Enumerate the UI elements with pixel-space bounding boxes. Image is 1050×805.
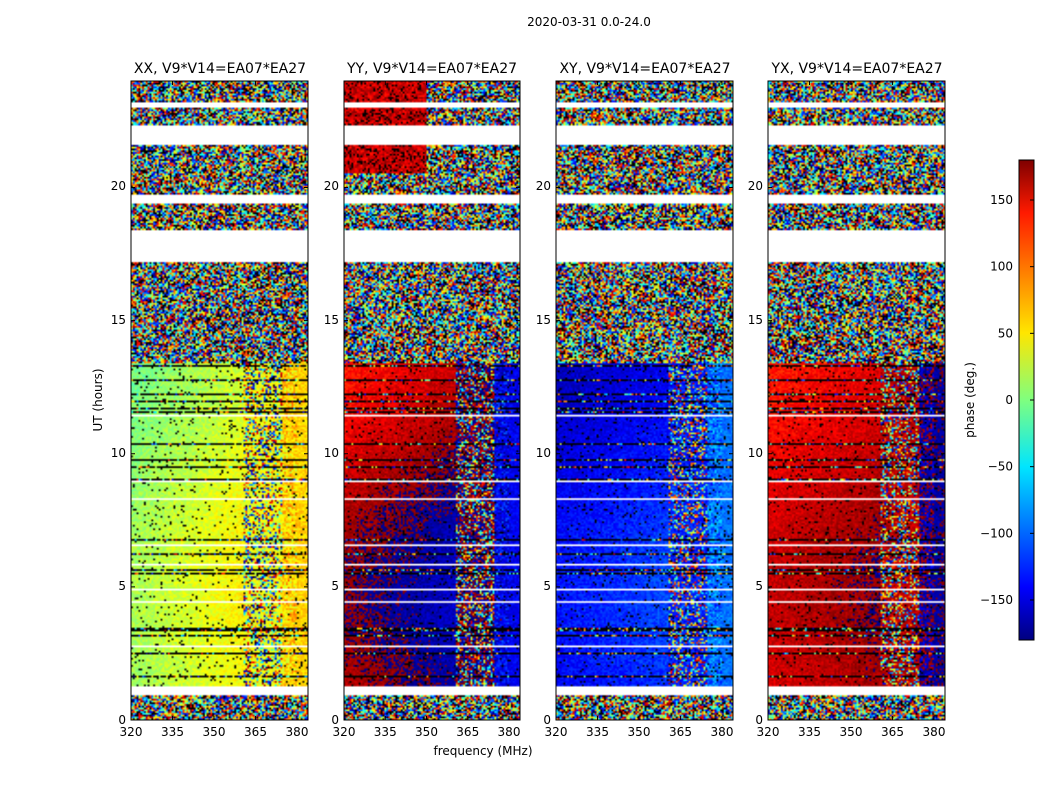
tick-marks (767, 81, 945, 721)
y-tick-label: 20 (111, 179, 126, 193)
colorbar-tick-label: 0 (1005, 393, 1013, 407)
x-tick-label: 380 (286, 725, 309, 739)
y-tick-label: 20 (536, 179, 551, 193)
panel-xx-frame (130, 80, 309, 721)
x-tick-label: 320 (333, 725, 356, 739)
x-tick-label: 365 (669, 725, 692, 739)
x-tick-label: 365 (881, 725, 904, 739)
panel-yx-y-ticks: 0 5 10 15 20 (748, 179, 763, 727)
tick-marks (343, 81, 520, 721)
x-tick-label: 350 (415, 725, 438, 739)
tick-marks (130, 81, 308, 721)
panel-xx: XX, V9*V14=EA07*EA27 320 335 350 365 380… (111, 61, 309, 739)
panel-title-xx: XX, V9*V14=EA07*EA27 (134, 61, 306, 77)
panel-yy: YY, V9*V14=EA07*EA27 320 335 350 365 380… (324, 61, 521, 739)
panel-xy-frame (555, 80, 734, 721)
panel-xy: XY, V9*V14=EA07*EA27 320 335 350 365 380… (536, 61, 734, 739)
waterfall-image (556, 81, 733, 720)
y-tick-label: 5 (543, 579, 551, 593)
y-tick-label: 5 (118, 579, 126, 593)
waterfall-image (768, 81, 945, 720)
colorbar-label: phase (deg.) (963, 362, 977, 438)
panel-yy-x-ticks: 320 335 350 365 380 (333, 725, 521, 739)
y-tick-label: 5 (755, 579, 763, 593)
panel-title-yy: YY, V9*V14=EA07*EA27 (346, 61, 517, 77)
tick-marks (555, 81, 733, 721)
colorbar-tick-label: 50 (998, 326, 1013, 340)
colorbar-tick-label: 100 (990, 260, 1013, 274)
colorbar-ticks: 150 100 50 0 −50 −100 −150 (980, 193, 1034, 607)
waterfall-image (131, 81, 308, 720)
y-tick-label: 15 (324, 313, 339, 327)
y-tick-label: 0 (543, 713, 551, 727)
y-tick-label: 15 (536, 313, 551, 327)
panel-yx-x-ticks: 320 335 350 365 380 (757, 725, 946, 739)
panel-yy-y-ticks: 0 5 10 15 20 (324, 179, 339, 727)
y-axis-title: UT (hours) (91, 368, 105, 431)
panel-title-xy: XY, V9*V14=EA07*EA27 (559, 61, 730, 77)
panel-xy-y-ticks: 0 5 10 15 20 (536, 179, 551, 727)
panel-yx-frame (767, 80, 946, 721)
colorbar-tick-label: 150 (990, 193, 1013, 207)
x-tick-label: 380 (711, 725, 734, 739)
x-tick-label: 335 (798, 725, 821, 739)
colorbar-tick-label: −50 (988, 460, 1013, 474)
x-tick-label: 365 (456, 725, 479, 739)
panel-yy-frame (343, 80, 521, 721)
panel-yx-heatmap (768, 81, 945, 720)
waterfall-image (344, 81, 520, 720)
y-tick-label: 20 (324, 179, 339, 193)
panel-xy-heatmap (556, 81, 733, 720)
y-tick-label: 20 (748, 179, 763, 193)
panel-yy-heatmap (344, 81, 520, 720)
x-tick-label: 380 (498, 725, 521, 739)
y-tick-label: 5 (331, 579, 339, 593)
y-tick-label: 10 (748, 446, 763, 460)
x-tick-label: 335 (586, 725, 609, 739)
x-axis-title: frequency (MHz) (433, 744, 532, 758)
panel-xx-heatmap (131, 81, 308, 720)
x-tick-label: 350 (628, 725, 651, 739)
x-tick-label: 320 (120, 725, 143, 739)
y-tick-label: 10 (111, 446, 126, 460)
x-tick-label: 320 (545, 725, 568, 739)
y-tick-label: 15 (111, 313, 126, 327)
panel-xx-x-ticks: 320 335 350 365 380 (120, 725, 309, 739)
y-tick-label: 0 (331, 713, 339, 727)
x-tick-label: 380 (923, 725, 946, 739)
colorbar-tick-label: −150 (980, 593, 1013, 607)
panel-xy-x-ticks: 320 335 350 365 380 (545, 725, 734, 739)
x-tick-label: 350 (203, 725, 226, 739)
y-tick-label: 10 (536, 446, 551, 460)
x-tick-label: 335 (374, 725, 397, 739)
panel-yx: YX, V9*V14=EA07*EA27 320 335 350 365 380… (748, 61, 946, 739)
x-tick-label: 320 (757, 725, 780, 739)
y-tick-label: 0 (118, 713, 126, 727)
x-tick-label: 335 (161, 725, 184, 739)
colorbar: 150 100 50 0 −50 −100 −150 phase (deg.) (963, 159, 1035, 641)
x-tick-label: 350 (840, 725, 863, 739)
colorbar-tick-label: −100 (980, 526, 1013, 540)
y-tick-label: 15 (748, 313, 763, 327)
x-tick-label: 365 (244, 725, 267, 739)
y-tick-label: 10 (324, 446, 339, 460)
y-tick-label: 0 (755, 713, 763, 727)
panel-title-yx: YX, V9*V14=EA07*EA27 (770, 61, 942, 77)
panel-xx-y-ticks: 0 5 10 15 20 (111, 179, 126, 727)
figure-suptitle: 2020-03-31 0.0-24.0 (527, 15, 651, 29)
